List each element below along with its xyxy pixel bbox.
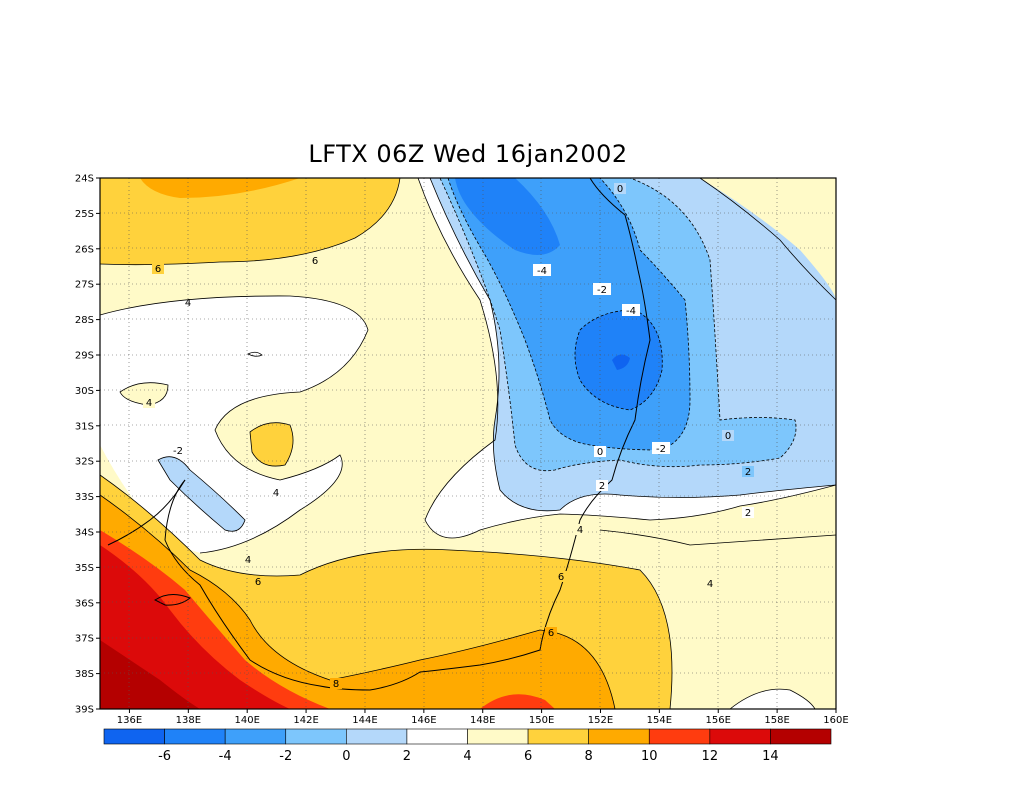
map-title: LFTX 06Z Wed 16jan2002 bbox=[308, 140, 628, 168]
contour-label: 6 bbox=[255, 577, 261, 588]
colorbar-swatch bbox=[103, 728, 165, 745]
contour-label: 6 bbox=[548, 628, 554, 639]
lon-tick-label: 158E bbox=[764, 715, 789, 726]
lat-tick-label: 38S bbox=[75, 669, 94, 680]
lat-tick-label: 36S bbox=[75, 598, 94, 609]
colorbar-label: 8 bbox=[585, 749, 593, 764]
contour-label: 6 bbox=[155, 264, 161, 275]
contour-label: 0 bbox=[617, 184, 623, 195]
colorbar-label: -4 bbox=[219, 749, 232, 764]
lat-tick-label: 34S bbox=[75, 528, 94, 539]
colorbar-swatch bbox=[770, 728, 832, 745]
longitude-axis: 136E 138E 140E 142E 144E 146E 148E 150E 152E 154E… bbox=[117, 709, 849, 726]
colorbar-swatch bbox=[224, 728, 287, 745]
colorbar bbox=[103, 728, 832, 745]
contour-label: 2 bbox=[745, 467, 751, 478]
contour-label: 4 bbox=[245, 555, 251, 566]
contour-label: -2 bbox=[173, 446, 183, 457]
lat-tick-label: 26S bbox=[75, 244, 94, 255]
colorbar-label: 14 bbox=[762, 749, 779, 764]
lat-tick-label: 30S bbox=[75, 386, 94, 397]
colorbar-label: 12 bbox=[702, 749, 719, 764]
contour-label: -4 bbox=[626, 306, 636, 317]
contour-label: 8 bbox=[333, 679, 339, 690]
lon-tick-label: 156E bbox=[706, 715, 731, 726]
contour-label: 0 bbox=[597, 447, 603, 458]
latitude-axis: 24S 25S 26S 27S 28S 29S 30S 31S 32S 33S 34S 35S 36S 3… bbox=[75, 174, 100, 716]
lat-tick-label: 25S bbox=[75, 209, 94, 220]
colorbar-labels: -6 -4 -2 0 2 4 6 8 10 12 14 bbox=[158, 749, 779, 764]
colorbar-swatch bbox=[285, 728, 347, 745]
lat-tick-label: 39S bbox=[75, 705, 94, 716]
lat-tick-label: 35S bbox=[75, 563, 94, 574]
contour-label: 4 bbox=[577, 525, 583, 536]
colorbar-label: 10 bbox=[641, 749, 658, 764]
colorbar-label: 2 bbox=[403, 749, 411, 764]
contour-label: 6 bbox=[558, 572, 564, 583]
lat-tick-label: 27S bbox=[75, 280, 94, 291]
lon-tick-label: 138E bbox=[176, 715, 201, 726]
contour-label: -4 bbox=[537, 266, 547, 277]
lat-tick-label: 31S bbox=[75, 421, 94, 432]
colorbar-label: -6 bbox=[158, 749, 171, 764]
colorbar-swatch bbox=[346, 728, 408, 745]
colorbar-swatch bbox=[164, 728, 226, 745]
contour-label: -2 bbox=[597, 285, 607, 296]
colorbar-swatch bbox=[527, 728, 589, 745]
map-frame bbox=[99, 177, 837, 710]
colorbar-swatch bbox=[648, 728, 711, 745]
contour-label: -2 bbox=[656, 444, 666, 455]
contour-label: 6 bbox=[312, 256, 318, 267]
contour-label: 4 bbox=[273, 488, 279, 499]
lon-tick-label: 152E bbox=[588, 715, 613, 726]
lon-tick-label: 146E bbox=[411, 715, 436, 726]
lon-tick-label: 140E bbox=[234, 715, 259, 726]
colorbar-label: 6 bbox=[524, 749, 532, 764]
colorbar-swatch bbox=[406, 728, 468, 745]
lon-tick-label: 144E bbox=[352, 715, 377, 726]
colorbar-label: 4 bbox=[463, 749, 471, 764]
lat-tick-label: 32S bbox=[75, 457, 94, 468]
colorbar-label: -2 bbox=[279, 749, 292, 764]
lon-tick-label: 160E bbox=[823, 715, 848, 726]
lon-tick-label: 136E bbox=[117, 715, 142, 726]
colorbar-swatch bbox=[709, 728, 771, 745]
contour-label: 2 bbox=[745, 508, 751, 519]
colorbar-label: 0 bbox=[342, 749, 350, 764]
lat-tick-label: 29S bbox=[75, 351, 94, 362]
lon-tick-label: 154E bbox=[647, 715, 672, 726]
lat-tick-label: 37S bbox=[75, 634, 94, 645]
contour-label: 4 bbox=[707, 579, 713, 590]
filled-contours bbox=[100, 178, 836, 709]
lon-tick-label: 148E bbox=[470, 715, 495, 726]
contour-labels: 6 6 4 4 -4 -2 -4 0 -2 0 -2 0 2 2 4 4 4 6… bbox=[143, 183, 754, 690]
contour-label: 2 bbox=[599, 481, 605, 492]
lon-tick-label: 142E bbox=[293, 715, 318, 726]
coastline bbox=[107, 178, 651, 691]
contour-label: 4 bbox=[146, 398, 152, 409]
lat-tick-label: 24S bbox=[75, 174, 94, 185]
lat-tick-label: 33S bbox=[75, 492, 94, 503]
lon-tick-label: 150E bbox=[529, 715, 554, 726]
lat-tick-label: 28S bbox=[75, 315, 94, 326]
contour-label: 0 bbox=[725, 431, 731, 442]
colorbar-swatch bbox=[467, 728, 529, 745]
contour-label: 4 bbox=[185, 298, 191, 309]
colorbar-swatch bbox=[588, 728, 650, 745]
